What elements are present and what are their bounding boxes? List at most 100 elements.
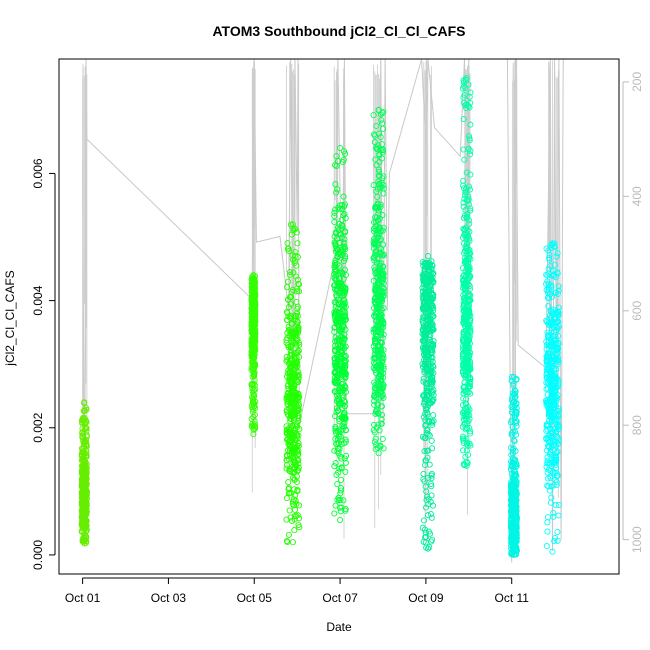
data-point xyxy=(372,218,379,225)
data-point xyxy=(81,540,88,547)
data-point xyxy=(331,260,339,267)
data-point xyxy=(549,405,556,413)
data-point xyxy=(286,374,293,381)
data-point xyxy=(378,141,385,148)
data-point xyxy=(460,240,468,247)
data-point xyxy=(294,305,301,312)
data-point xyxy=(425,267,432,274)
data-point xyxy=(332,206,339,213)
data-point xyxy=(423,496,430,503)
data-point xyxy=(286,430,293,437)
data-point xyxy=(466,93,473,100)
data-point xyxy=(371,438,378,445)
data-point xyxy=(545,295,553,302)
data-point xyxy=(285,247,292,255)
data-point xyxy=(419,433,426,440)
data-point xyxy=(465,347,472,354)
data-point xyxy=(459,409,466,416)
data-point xyxy=(430,391,437,399)
data-point xyxy=(249,401,256,408)
data-point xyxy=(551,338,558,345)
data-point xyxy=(421,346,428,353)
data-point xyxy=(291,465,298,472)
data-point xyxy=(342,317,349,324)
data-point xyxy=(371,346,378,353)
data-point xyxy=(464,439,471,446)
data-point xyxy=(555,283,562,290)
data-point xyxy=(466,250,473,257)
data-point xyxy=(467,390,474,397)
x-tick-label: Oct 09 xyxy=(408,591,444,605)
y-tick-label: 0.000 xyxy=(31,540,45,570)
data-point xyxy=(461,250,468,257)
data-point xyxy=(513,523,520,530)
data-point xyxy=(430,412,437,419)
data-point xyxy=(283,284,291,291)
y-axis-label: jCl2_Cl_Cl_CAFS xyxy=(3,270,17,366)
data-point xyxy=(332,363,339,370)
data-point xyxy=(331,356,338,363)
data-point xyxy=(463,75,470,82)
data-point xyxy=(373,354,380,361)
data-point xyxy=(340,245,347,252)
data-point xyxy=(510,437,517,444)
data-point xyxy=(250,331,257,338)
data-point xyxy=(464,451,472,458)
data-point xyxy=(290,448,298,455)
data-point xyxy=(283,516,290,523)
data-point xyxy=(82,493,89,500)
data-point xyxy=(373,214,380,221)
data-point xyxy=(295,327,302,334)
data-point xyxy=(429,419,436,426)
data-point xyxy=(510,471,517,478)
x-tick-label: Oct 11 xyxy=(494,591,529,605)
data-point xyxy=(287,426,294,433)
data-point xyxy=(83,425,90,432)
data-point xyxy=(338,464,345,471)
data-point xyxy=(552,438,559,445)
data-point xyxy=(337,516,344,524)
data-point xyxy=(249,346,256,353)
data-point xyxy=(249,408,256,416)
data-point xyxy=(376,130,383,137)
data-point xyxy=(550,513,557,520)
data-point xyxy=(548,320,556,327)
data-point xyxy=(341,415,348,422)
data-point xyxy=(251,351,258,359)
data-point xyxy=(249,303,256,310)
data-point xyxy=(422,306,429,313)
x-tick-label: Oct 03 xyxy=(151,591,187,605)
data-point xyxy=(510,489,517,496)
data-point xyxy=(544,514,552,521)
data-point xyxy=(544,519,551,526)
data-point xyxy=(286,327,293,334)
data-point xyxy=(510,551,517,558)
data-point xyxy=(284,296,292,303)
plot-frame xyxy=(58,58,620,575)
data-point xyxy=(290,400,297,407)
data-point xyxy=(81,471,88,478)
data-point xyxy=(553,327,560,334)
point-cluster xyxy=(78,399,90,547)
data-point xyxy=(462,189,469,196)
data-point xyxy=(284,436,291,443)
data-point xyxy=(548,241,555,248)
data-point xyxy=(337,433,344,440)
data-point xyxy=(295,515,303,522)
data-point xyxy=(250,276,257,283)
data-point xyxy=(545,433,552,440)
data-point xyxy=(465,281,472,288)
data-point xyxy=(295,402,303,409)
data-point xyxy=(422,422,429,430)
data-point xyxy=(547,499,554,506)
data-point xyxy=(285,392,292,399)
data-point xyxy=(340,301,347,308)
data-point xyxy=(428,538,435,545)
data-point xyxy=(508,526,516,533)
data-point xyxy=(293,229,300,236)
data-point xyxy=(547,487,554,494)
data-point xyxy=(548,380,555,387)
data-point xyxy=(333,471,340,478)
data-point xyxy=(547,449,554,456)
data-point xyxy=(285,323,292,330)
